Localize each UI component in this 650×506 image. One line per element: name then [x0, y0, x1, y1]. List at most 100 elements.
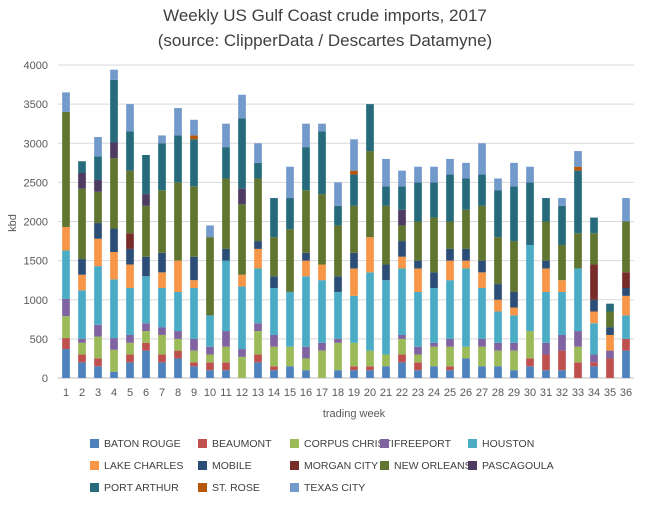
bar-segment-mobile: [190, 256, 198, 281]
bar-segment-new-orleans: [478, 205, 486, 261]
bar-segment-texas-city: [302, 123, 310, 148]
bar-segment-mobile: [158, 252, 166, 273]
bar-segment-freeport: [110, 338, 118, 350]
bar-segment-lake-charles: [94, 238, 102, 267]
bar-segment-corpus-christi: [334, 342, 342, 371]
bar-segment-texas-city: [350, 139, 358, 171]
bar-segment-mobile: [334, 276, 342, 292]
y-tick-label: 1500: [24, 256, 48, 268]
bar-segment-corpus-christi: [254, 331, 262, 355]
y-tick-label: 3500: [24, 99, 48, 111]
bar-segment-freeport: [126, 334, 134, 343]
bar-segment-texas-city: [510, 162, 518, 187]
bar-segment-corpus-christi: [526, 331, 534, 359]
bar-segment-beaumont: [174, 350, 182, 359]
bar-segment-houston: [190, 288, 198, 339]
legend-item: ST. ROSE: [198, 482, 260, 494]
x-tick-label: 24: [428, 387, 440, 399]
bar-segment-new-orleans: [462, 209, 470, 249]
bar-segment-beaumont: [350, 366, 358, 371]
x-tick-label: 8: [175, 387, 181, 399]
bar-segment-freeport: [478, 338, 486, 347]
bar-segment-lake-charles: [238, 274, 246, 287]
bar-segment-corpus-christi: [350, 342, 358, 367]
bar-segment-mobile: [110, 228, 118, 253]
bar-segment-new-orleans: [174, 182, 182, 261]
x-tick-label: 35: [604, 387, 616, 399]
bar-segment-pascagoula: [94, 180, 102, 192]
bar-segment-texas-city: [334, 182, 342, 206]
bar-segment-lake-charles: [158, 272, 166, 289]
bar-segment-port-arthur: [94, 156, 102, 181]
bar-segment-houston: [94, 266, 102, 325]
bar-segment-houston: [270, 288, 278, 335]
legend-label: NEW ORLEANS: [394, 460, 472, 472]
bar-segment-baton-rouge: [414, 370, 422, 378]
bar-segment-lake-charles: [510, 307, 518, 316]
bar-segment-port-arthur: [110, 79, 118, 143]
bar-segment-lake-charles: [494, 299, 502, 312]
bar-segment-baton-rouge: [206, 370, 214, 378]
bar-segment-port-arthur: [318, 131, 326, 195]
bar-segment-port-arthur: [494, 190, 502, 238]
bar-segment-baton-rouge: [174, 358, 182, 378]
bar-segment-beaumont: [142, 342, 150, 351]
bar-segment-port-arthur: [270, 198, 278, 238]
bar-segment-pascagoula: [142, 194, 150, 206]
bar-segment-houston: [462, 268, 470, 347]
x-tick-label: 22: [396, 387, 408, 399]
bar-segment-baton-rouge: [222, 370, 230, 378]
bar-segment-beaumont: [414, 362, 422, 371]
bar-segment-corpus-christi: [126, 342, 134, 355]
bar-segment-port-arthur: [382, 186, 390, 206]
bar-segment-corpus-christi: [494, 350, 502, 367]
bar-segment-baton-rouge: [382, 366, 390, 378]
y-tick-label: 4000: [24, 60, 48, 72]
bar-segment-mobile: [606, 327, 614, 335]
bar-segment-baton-rouge: [446, 370, 454, 378]
bar-segment-new-orleans: [414, 221, 422, 261]
bar-segment-port-arthur: [446, 174, 454, 222]
y-tick-label: 2000: [24, 217, 48, 229]
bar-segment-new-orleans: [254, 178, 262, 242]
bar-segment-freeport: [254, 323, 262, 332]
bar-segment-new-orleans: [142, 205, 150, 257]
bar-segment-houston: [430, 288, 438, 343]
bar-segment-freeport: [446, 338, 454, 347]
bar-segment-corpus-christi: [382, 354, 390, 367]
x-tick-label: 23: [412, 387, 424, 399]
bar-segment-port-arthur: [158, 143, 166, 191]
bar-segment-beaumont: [446, 366, 454, 371]
bar-segment-houston: [446, 280, 454, 339]
bar-segment-baton-rouge: [254, 362, 262, 378]
bar-segment-houston: [510, 315, 518, 343]
x-tick-label: 17: [316, 387, 328, 399]
bar-segment-port-arthur: [366, 104, 374, 152]
legend-swatch: [198, 483, 207, 492]
legend-label: CORPUS CHRISTI: [304, 438, 394, 450]
bar-segment-baton-rouge: [142, 350, 150, 378]
bar-segment-lake-charles: [190, 280, 198, 289]
bar-segment-texas-city: [478, 143, 486, 175]
bar-segment-baton-rouge: [398, 362, 406, 378]
bar-segment-corpus-christi: [238, 356, 246, 378]
bar-segment-houston: [558, 291, 566, 335]
bar-segment-houston: [366, 272, 374, 351]
bar-segment-houston: [78, 290, 86, 339]
bar-segment-texas-city: [414, 166, 422, 183]
bar-segment-baton-rouge: [494, 366, 502, 378]
bar-segment-mobile: [494, 284, 502, 300]
bar-segment-corpus-christi: [94, 336, 102, 359]
bar-segment-lake-charles: [478, 272, 486, 289]
bar-segment-mobile: [590, 299, 598, 312]
bar-segment-baton-rouge: [190, 366, 198, 378]
bar-segment-baton-rouge: [94, 366, 102, 378]
bar-segment-houston: [478, 288, 486, 339]
bar-segment-texas-city: [574, 151, 582, 167]
bar-segment-beaumont: [590, 362, 598, 367]
x-tick-label: 3: [95, 387, 101, 399]
bar-segment-baton-rouge: [126, 362, 134, 378]
legend-label: PORT ARTHUR: [104, 482, 179, 494]
bar-segment-st-rose: [350, 170, 358, 175]
bar-segment-baton-rouge: [558, 370, 566, 378]
